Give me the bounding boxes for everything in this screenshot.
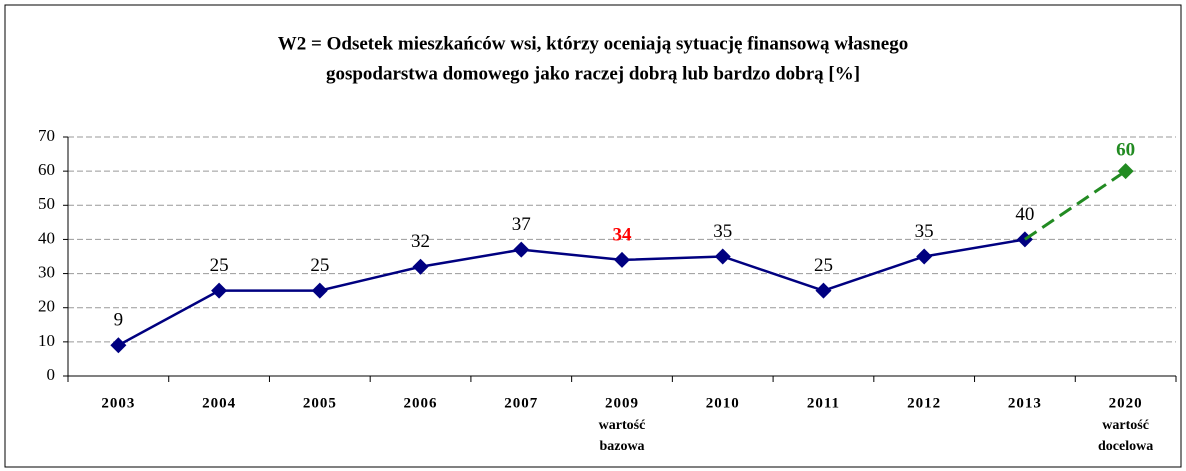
data-point [110,337,127,354]
data-label: 35 [713,221,732,242]
data-label: 25 [310,255,329,276]
data-label: 32 [411,231,430,252]
data-label: 35 [915,221,934,242]
y-tick-label: 70 [38,126,55,145]
y-tick-label: 30 [38,262,55,281]
series-line [117,238,1026,347]
y-tick-label: 50 [38,194,55,213]
y-tick-label: 10 [38,331,55,350]
data-label: 25 [210,255,229,276]
data-label: 40 [1015,204,1034,225]
y-tick-label: 40 [38,228,55,247]
chart-title: W2 = Odsetek mieszkańców wsi, którzy oce… [278,33,908,54]
x-tick-label: 2010 [706,395,740,411]
target-label: 60 [1116,140,1135,161]
data-point [614,251,630,268]
data-point [714,248,731,265]
x-tick-sublabel: wartość [1102,418,1149,433]
x-tick-label: 2005 [303,395,337,411]
target-point [1117,163,1134,180]
y-tick-label: 20 [38,297,55,316]
data-point [916,248,933,265]
x-tick-label: 2020 [1109,395,1143,411]
x-tick-label: 2006 [404,395,438,411]
data-point [311,282,328,299]
x-tick-label: 2012 [907,395,941,411]
chart-border [4,4,1182,468]
data-point [513,241,530,258]
x-tick-label: 2009 [605,395,639,411]
data-label: 34 [613,224,633,245]
data-point [211,282,228,299]
data-point [412,258,429,275]
y-tick-label: 60 [38,160,55,179]
x-tick-label: 2011 [807,395,840,411]
data-label: 9 [114,310,124,331]
x-tick-sublabel: bazowa [599,439,644,454]
data-label: 25 [814,255,833,276]
data-label: 37 [512,214,531,235]
x-tick-sublabel: docelowa [1098,439,1153,454]
x-tick-sublabel: wartość [599,418,646,433]
x-tick-label: 2004 [202,395,236,411]
data-point [815,282,832,299]
y-tick-label: 0 [47,365,56,384]
x-tick-label: 2003 [101,395,135,411]
x-tick-label: 2007 [504,395,538,411]
chart-title: gospodarstwa domowego jako raczej dobrą … [326,63,860,84]
x-tick-label: 2013 [1008,395,1042,411]
